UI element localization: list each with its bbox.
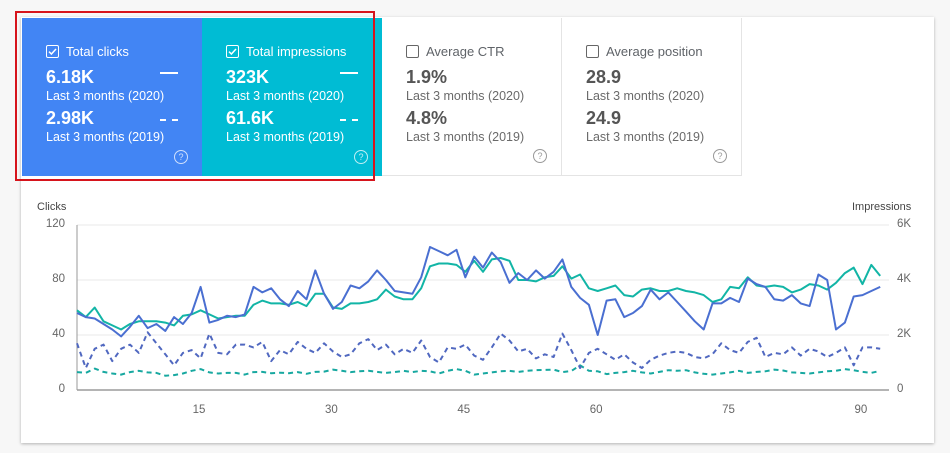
tile-value-2019: 4.8% [406, 108, 448, 128]
tile-average-ctr[interactable]: Average CTR 1.9% Last 3 months (2020) 4.… [382, 18, 562, 176]
help-icon[interactable]: ? [713, 149, 727, 163]
x-tick: 45 [457, 404, 471, 416]
series-line-total-impressions-2020 [76, 257, 881, 331]
x-tick: 90 [854, 404, 868, 416]
series-line-total-clicks-2020 [76, 246, 881, 338]
tile-header: Average position [586, 42, 741, 60]
dashed-line-legend-icon [340, 119, 358, 121]
tile-label: Total impressions [246, 43, 347, 59]
tile-period-2020: Last 3 months (2020) [406, 89, 525, 103]
tile-header: Total clicks [46, 42, 202, 60]
tile-value-2020: 6.18K [46, 67, 95, 87]
y-left-tick: 120 [45, 218, 65, 230]
tile-average-position[interactable]: Average position 28.9 Last 3 months (202… [562, 18, 742, 176]
x-tick: 75 [722, 404, 735, 416]
x-tick: 15 [192, 404, 206, 416]
y-left-tick: 40 [52, 328, 65, 340]
y-left-tick: 0 [58, 383, 65, 395]
tile-header: Average CTR [406, 42, 561, 60]
tile-label: Average CTR [426, 43, 505, 59]
tile-period-2019: Last 3 months (2019) [226, 130, 345, 144]
tile-value-2019: 2.98K [46, 108, 95, 128]
tile-label: Total clicks [66, 43, 129, 59]
checkbox-unchecked-icon[interactable] [406, 44, 419, 58]
tile-period-2019: Last 3 months (2019) [46, 130, 165, 144]
tile-value-2019: 61.6K [226, 108, 275, 128]
y-right-tick: 2K [897, 328, 912, 340]
tile-value-2020: 323K [226, 67, 270, 87]
tile-period-2020: Last 3 months (2020) [46, 89, 165, 103]
y-left-tick: 80 [52, 273, 65, 285]
tile-header: Total impressions [226, 42, 382, 60]
dashed-line-legend-icon [160, 119, 178, 121]
help-icon[interactable]: ? [174, 150, 188, 164]
help-icon[interactable]: ? [533, 149, 547, 163]
y-right-tick: 4K [897, 273, 912, 285]
tile-total-clicks[interactable]: Total clicks 6.18K Last 3 months (2020) … [22, 18, 202, 176]
y-axis-left-label: Clicks [37, 201, 67, 213]
help-icon[interactable]: ? [354, 150, 368, 164]
y-axis-right-label: Impressions [852, 201, 912, 213]
tile-value-2020: 1.9% [406, 67, 448, 87]
x-tick: 60 [589, 404, 603, 416]
tile-period-2019: Last 3 months (2019) [586, 130, 705, 144]
tile-period-2020: Last 3 months (2020) [586, 89, 705, 103]
y-right-tick: 6K [897, 218, 912, 230]
series-line-total-clicks-2019 [76, 331, 881, 369]
y-right-tick: 0 [897, 383, 904, 395]
checkbox-checked-icon[interactable] [46, 44, 59, 58]
tile-period-2019: Last 3 months (2019) [406, 130, 525, 144]
checkbox-checked-icon[interactable] [226, 44, 239, 58]
tile-label: Average position [606, 43, 703, 59]
tile-value-2020: 28.9 [586, 67, 622, 87]
checkbox-unchecked-icon[interactable] [586, 44, 599, 58]
solid-line-legend-icon [340, 72, 358, 74]
solid-line-legend-icon [160, 72, 178, 74]
series-line-total-impressions-2019 [76, 364, 881, 377]
tile-value-2019: 24.9 [586, 108, 622, 128]
x-tick: 30 [324, 404, 338, 416]
tile-total-impressions[interactable]: Total impressions 323K Last 3 months (20… [202, 18, 382, 176]
metric-tiles: Total clicks 6.18K Last 3 months (2020) … [22, 18, 742, 176]
tile-period-2020: Last 3 months (2020) [226, 89, 345, 103]
